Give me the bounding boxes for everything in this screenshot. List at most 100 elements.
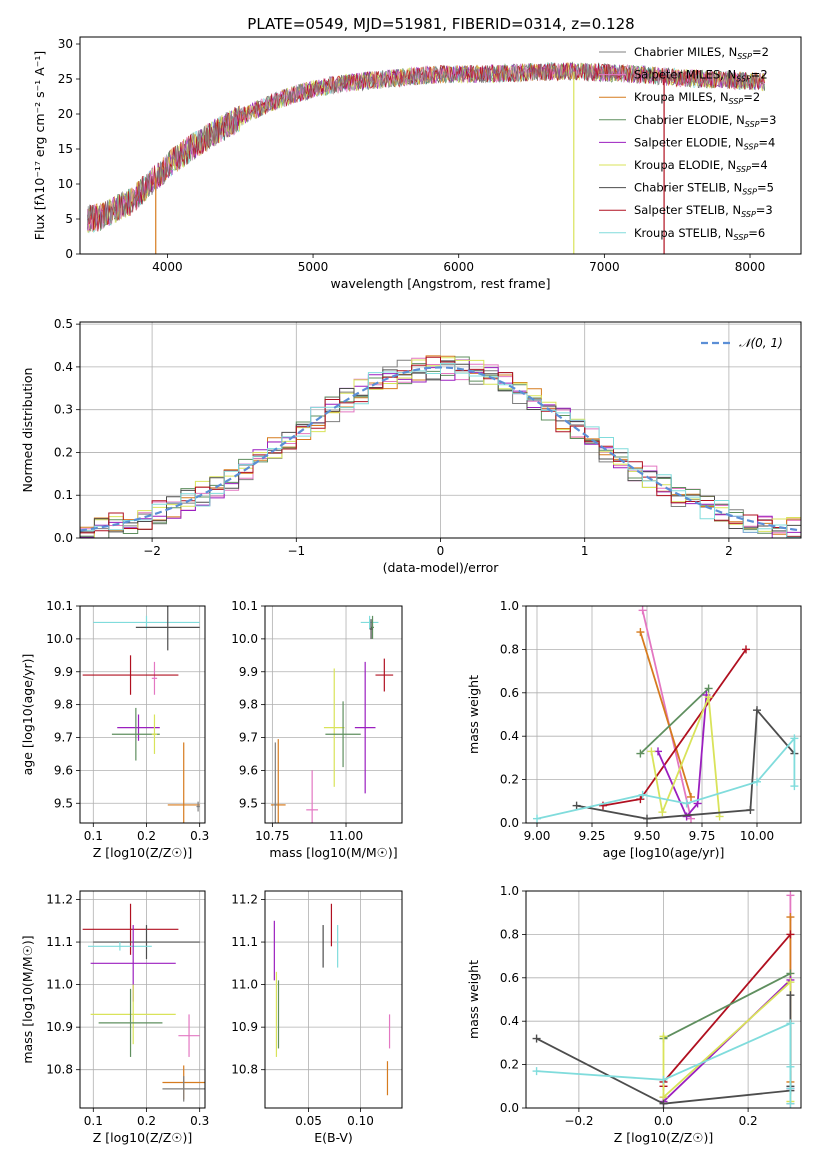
y-tick-label: 0.4 (500, 1014, 519, 1028)
y-tick-label: 30 (58, 37, 73, 51)
axes-frame (79, 605, 206, 824)
plot-area (86, 61, 765, 254)
y-tick-label: 1.0 (500, 599, 519, 613)
x-tick-label: 0.3 (190, 829, 209, 843)
panel-ebv_mass: 0.05 0.10 10.8 10.9 11.0 11.1 11.2 E(B-V) (231, 890, 403, 1145)
panel-z_age: 0.1 0.2 0.3 9.5 9.6 9.7 9.8 9.9 10.0 10.1 Z [log10… (20, 599, 209, 860)
legend-label-KS: Kroupa STELIB, NSSP=6 (634, 226, 765, 242)
y-tick-label: 0.5 (54, 317, 73, 331)
x-tick-label: 7000 (589, 260, 620, 274)
spectrum-line-CM (86, 62, 765, 230)
x-axis-label: (data-model)/error (383, 560, 500, 575)
y-tick-label: 11.2 (46, 893, 73, 907)
x-tick-label: 0.2 (739, 1114, 758, 1128)
x-tick-label: 9.50 (634, 829, 661, 843)
y-axis-label: mass [log10(M/M☉)] (20, 935, 35, 1063)
plot-area (270, 615, 394, 823)
weight-line-SM (641, 610, 692, 819)
y-tick-label: 0.3 (54, 403, 73, 417)
y-tick-label: 10 (58, 177, 73, 191)
axes-frame (79, 36, 802, 255)
x-tick-label: 11.00 (329, 829, 363, 843)
legend-label-SS: Salpeter STELIB, NSSP=3 (634, 203, 773, 219)
y-tick-label: 0.2 (54, 445, 73, 459)
y-tick-label: 9.6 (239, 763, 258, 777)
y-tick-label: 15 (58, 142, 73, 156)
y-tick-label: 11.0 (46, 978, 73, 992)
y-tick-label: 1.0 (500, 884, 519, 898)
legend-label-SM: Salpeter MILES, NSSP=2 (634, 68, 768, 84)
x-tick-label: 9.25 (579, 829, 606, 843)
x-axis-label: wavelength [Angstrom, rest frame] (330, 276, 550, 291)
y-tick-label: 10.0 (46, 632, 73, 646)
y-tick-label: 10.9 (46, 1020, 73, 1034)
y-tick-label: 0.6 (500, 971, 519, 985)
y-tick-label: 20 (58, 107, 73, 121)
y-tick-label: 0.0 (500, 816, 519, 830)
panel-spectrum: 4000 5000 6000 7000 8000 0 5 10 15 20 25 30 waveleng… (32, 36, 802, 291)
y-axis-label: Normed distribution (20, 368, 35, 493)
y-tick-label: 9.8 (239, 698, 258, 712)
plot-area (82, 903, 205, 1102)
axes-frame (79, 890, 206, 1109)
y-axis-label: Flux [fλ10⁻¹⁷ erg cm⁻² s⁻¹ A⁻¹] (32, 51, 47, 240)
x-axis-label: Z [log10(Z/Z☉)] (93, 1130, 193, 1145)
x-axis-label: age [log10(age/yr)] (603, 845, 725, 860)
weight-line-SS (662, 933, 792, 1087)
y-tick-label: 9.8 (54, 698, 73, 712)
plot-area (533, 606, 799, 823)
x-tick-label: 0.3 (190, 1114, 209, 1128)
y-tick-label: 10.1 (231, 599, 258, 613)
x-tick-label: 4000 (152, 260, 183, 274)
weight-line-CE (639, 687, 710, 755)
y-axis-label: age [log10(age/yr)] (20, 654, 35, 776)
x-tick-label: 0.2 (137, 829, 156, 843)
x-tick-label: 8000 (735, 260, 766, 274)
y-tick-label: 11.2 (231, 893, 258, 907)
legend-label-gauss: 𝒩(0, 1) (739, 336, 783, 350)
legend-label-KM: Kroupa MILES, NSSP=2 (634, 90, 760, 106)
y-tick-label: 11.1 (46, 935, 73, 949)
x-tick-label: 9.75 (689, 829, 716, 843)
x-tick-label: 0.1 (84, 829, 103, 843)
plot-area (273, 903, 391, 1096)
panel-z_weight: −0.2 0.0 0.2 0.0 0.2 0.4 0.6 0.8 1.0 Z [log10(Z/Z… (466, 884, 802, 1145)
x-axis-label: mass [log10(M/M☉)] (269, 845, 397, 860)
x-axis-label: Z [log10(Z/Z☉)] (93, 845, 193, 860)
x-tick-label: 0.1 (84, 1114, 103, 1128)
x-tick-label: 0.0 (654, 1114, 673, 1128)
gaussian-curve (80, 366, 801, 532)
y-tick-label: 10.9 (231, 1020, 258, 1034)
weight-line-KS (536, 735, 796, 820)
weight-line-SE (657, 694, 708, 819)
y-tick-label: 9.9 (239, 665, 258, 679)
plot-area (532, 891, 795, 1108)
x-tick-label: 0.10 (347, 1114, 374, 1128)
y-tick-label: 0.1 (54, 488, 73, 502)
y-tick-label: 10.8 (46, 1063, 73, 1077)
x-tick-label: −1 (287, 544, 305, 558)
y-axis-label: mass weight (466, 675, 481, 754)
x-tick-label: −0.2 (564, 1114, 593, 1128)
y-tick-label: 0.2 (500, 773, 519, 787)
legend-label-KE: Kroupa ELODIE, NSSP=4 (634, 158, 768, 174)
y-tick-label: 0.8 (500, 927, 519, 941)
x-tick-label: 0.05 (295, 1114, 322, 1128)
y-tick-label: 9.9 (54, 665, 73, 679)
axes-frame (264, 890, 403, 1109)
y-tick-label: 0.0 (500, 1101, 519, 1115)
y-tick-label: 10.8 (231, 1063, 258, 1077)
x-tick-label: −2 (143, 544, 161, 558)
weight-line-KM (639, 631, 692, 798)
y-tick-label: 9.6 (54, 763, 73, 777)
plot-area (82, 606, 200, 823)
y-tick-label: 0.2 (500, 1058, 519, 1072)
x-tick-label: 2 (725, 544, 733, 558)
x-tick-label: 10.75 (255, 829, 289, 843)
x-axis-label: E(B-V) (314, 1130, 353, 1145)
y-tick-label: 9.7 (54, 731, 73, 745)
y-tick-label: 11.0 (231, 978, 258, 992)
x-tick-label: 5000 (298, 260, 329, 274)
axes-frame (264, 605, 403, 824)
